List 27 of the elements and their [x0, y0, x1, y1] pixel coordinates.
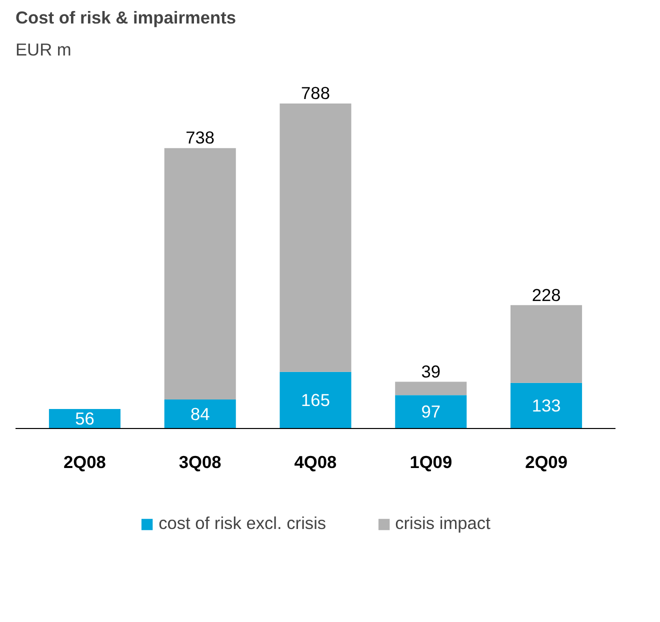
bar [395, 395, 467, 428]
data-label: 56 [75, 408, 94, 429]
data-label: 788 [301, 83, 330, 104]
x-tick-label: 4Q08 [294, 452, 338, 472]
x-tick-label: 2Q09 [525, 452, 568, 472]
bar [280, 372, 352, 428]
chart-title: Cost of risk & impairments [16, 8, 236, 28]
bar [48, 409, 120, 428]
bar [510, 382, 582, 428]
legend-label: crisis impact [395, 513, 490, 534]
data-label: 133 [532, 395, 561, 416]
legend-label: cost of risk excl. crisis [158, 513, 326, 534]
data-label: 84 [190, 404, 210, 424]
x-tick-label: 2Q08 [64, 452, 106, 472]
bar [510, 305, 582, 383]
bar [395, 382, 467, 396]
data-label: 97 [421, 402, 441, 422]
data-label: 39 [421, 361, 441, 382]
x-tick-label: 1Q09 [410, 452, 452, 472]
data-label: 738 [186, 128, 215, 148]
bar [164, 148, 236, 400]
bar [164, 400, 236, 428]
bar [280, 103, 352, 372]
chart-subtitle: EUR m [16, 40, 72, 60]
data-label: 165 [301, 390, 330, 410]
data-label: 228 [532, 284, 561, 305]
x-tick-label: 3Q08 [178, 452, 222, 472]
